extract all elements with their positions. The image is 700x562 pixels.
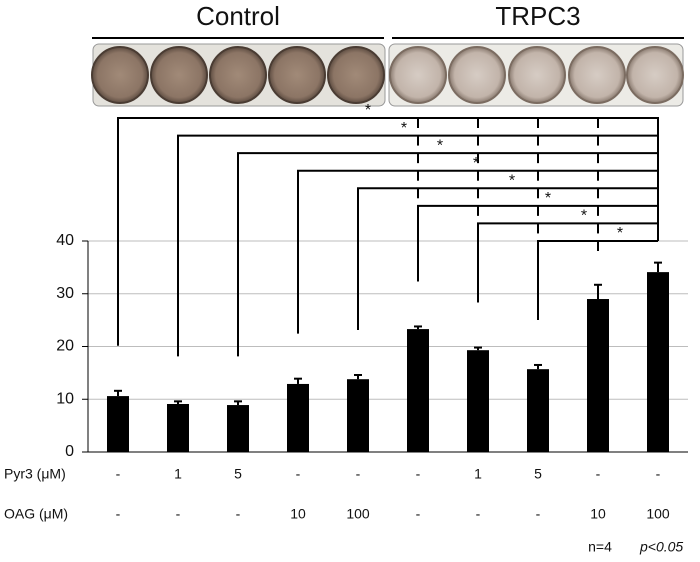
significance-label: *: [365, 102, 371, 119]
significance-label: *: [437, 137, 443, 154]
significance-bracket: [537, 240, 658, 320]
bar: [347, 379, 369, 452]
significance-note: p<0.05: [639, 539, 683, 555]
treatment-label: 1: [174, 466, 182, 482]
treatment-label: 100: [646, 506, 670, 522]
bar: [587, 299, 609, 452]
treatment-label: -: [596, 466, 601, 482]
significance-label: *: [617, 225, 623, 242]
treatment-label: 5: [534, 466, 542, 482]
treatment-label: -: [416, 506, 421, 522]
treatment-label: -: [296, 466, 301, 482]
treatment-name: OAG (μM): [4, 506, 68, 522]
y-tick-label: 0: [65, 443, 74, 460]
significance-label: *: [545, 190, 551, 207]
y-tick-label: 10: [56, 390, 74, 407]
treatment-label: -: [236, 506, 241, 522]
bar: [527, 369, 549, 452]
treatment-label: -: [176, 506, 181, 522]
significance-bracket: [357, 187, 659, 330]
y-tick-label: 30: [56, 285, 74, 302]
treatment-label: 5: [234, 466, 242, 482]
treatment-label: -: [476, 506, 481, 522]
significance-label: *: [509, 173, 515, 190]
y-tick-label: 40: [56, 232, 74, 249]
significance-label: *: [581, 208, 587, 225]
treatment-label: 10: [290, 506, 306, 522]
treatment-label: 100: [346, 506, 370, 522]
bar: [647, 272, 669, 452]
significance-label: *: [401, 120, 407, 137]
treatment-label: -: [356, 466, 361, 482]
treatment-label: -: [536, 506, 541, 522]
bar: [167, 403, 189, 452]
significance-bracket: [477, 222, 659, 303]
bar: [227, 405, 249, 452]
treatment-name: Pyr3 (μM): [4, 466, 66, 482]
group-label: TRPC3: [495, 1, 580, 31]
treatment-label: 10: [590, 506, 606, 522]
well-plates: [91, 43, 684, 107]
significance-label: *: [473, 155, 479, 172]
bar: [107, 396, 129, 452]
treatment-label: 1: [474, 466, 482, 482]
group-label: Control: [196, 1, 280, 31]
y-tick-label: 20: [56, 338, 74, 355]
bar: [287, 383, 309, 452]
treatment-label: -: [116, 506, 121, 522]
treatment-label: -: [656, 466, 661, 482]
bar: [467, 350, 489, 452]
bar: [407, 329, 429, 452]
treatment-label: -: [416, 466, 421, 482]
sample-size-note: n=4: [588, 539, 612, 555]
treatment-label: -: [116, 466, 121, 482]
